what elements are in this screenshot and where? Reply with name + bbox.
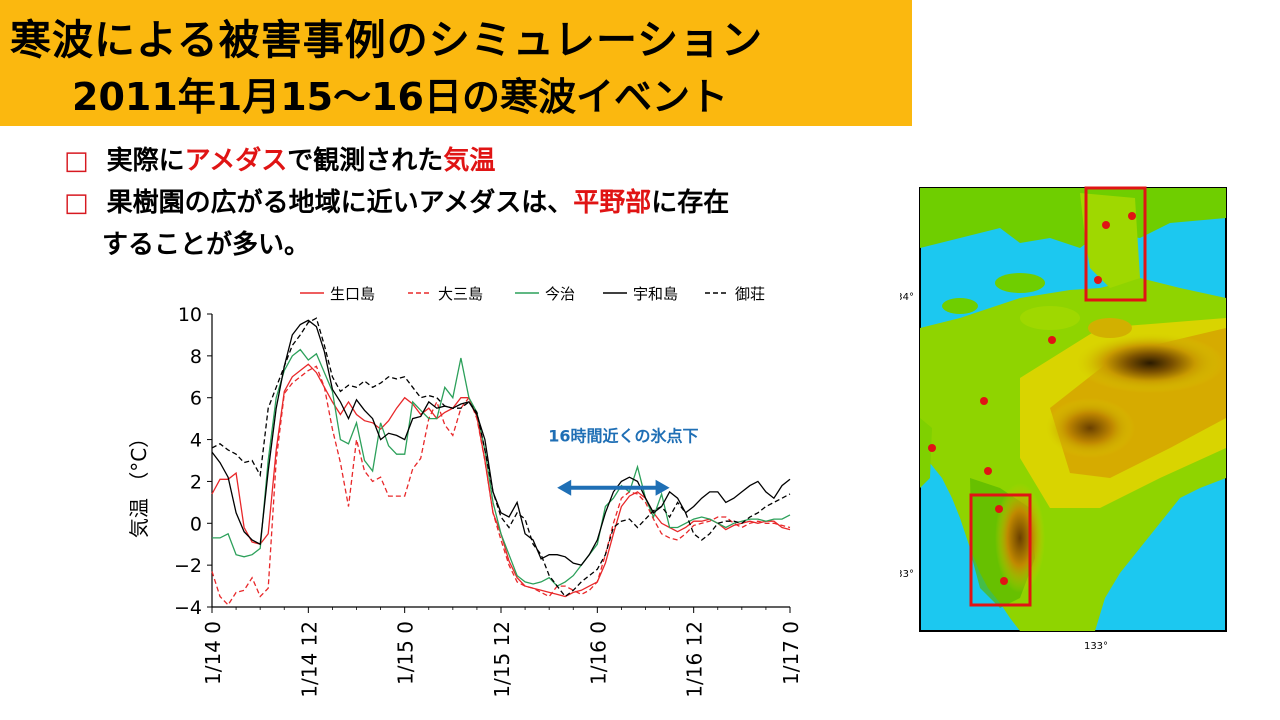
annotation-arrowhead-left	[557, 479, 572, 496]
lat-label-33: 33°	[900, 569, 914, 580]
y-tick-label: 4	[190, 430, 202, 452]
y-tick-label: 10	[178, 304, 202, 326]
temperature-chart: 生口島 大三島 今治 宇和島 御荘 −4 −2 0 2 4 6 8 10 1/14 0 1/14 12 1/…	[127, 285, 803, 698]
highlight-box-north	[1084, 186, 1147, 302]
x-tick-label: 1/17 0	[779, 621, 803, 685]
series-line-3	[212, 348, 791, 587]
highlight-box-south	[969, 493, 1032, 607]
chart-axes: −4 −2 0 2 4 6 8 10 1/14 0 1/14 12 1/15 0 1/15 12 1/1…	[174, 304, 803, 698]
legend-label: 宇和島	[633, 285, 678, 303]
land-shikoku	[920, 278, 1226, 631]
title-banner: 寒波による被害事例のシミュレーション 2011年1月15～16日の寒波イベント	[0, 0, 912, 126]
bullet-item-2: □ 果樹園の広がる地域に近いアメダスは、平野部に存在	[64, 182, 894, 224]
legend-label: 御荘	[735, 285, 765, 303]
series-line-2	[211, 365, 791, 606]
bullet-item-1: □ 実際にアメダスで観測された気温	[64, 140, 894, 182]
annotation-arrowhead-right	[655, 479, 670, 496]
lat-label-34: 34°	[900, 292, 914, 303]
y-tick-label: 2	[190, 471, 202, 493]
x-tick-label: 1/14 12	[297, 621, 321, 698]
bullet-list: □ 実際にアメダスで観測された気温 □ 果樹園の広がる地域に近いアメダスは、平野部に…	[64, 140, 894, 266]
bullet-text: で観測された	[287, 146, 444, 176]
chart-legend: 生口島 大三島 今治 宇和島 御荘	[300, 285, 765, 303]
annotation-text: 16時間近くの氷点下	[548, 427, 698, 446]
x-tick-label: 1/15 0	[394, 621, 418, 685]
y-tick-label: 8	[190, 346, 202, 368]
page-title: 寒波による被害事例のシミュレーション	[10, 16, 764, 64]
bullet-item-2-continuation: することが多い。	[102, 230, 311, 260]
land-kyushu	[920, 418, 932, 488]
y-tick-label: 0	[190, 513, 202, 535]
bullet-text-highlight: 気温	[443, 146, 496, 176]
page-subtitle: 2011年1月15～16日の寒波イベント	[72, 75, 728, 119]
y-tick-label: 6	[190, 388, 202, 410]
x-tick-label: 1/14 0	[201, 621, 225, 685]
series-line-4	[211, 319, 791, 566]
bullet-text: 実際に	[106, 146, 185, 176]
map-frame	[919, 186, 1227, 632]
observation-stations	[928, 212, 1136, 585]
legend-label: 生口島	[330, 285, 375, 303]
lon-label-133: 133°	[1084, 641, 1108, 652]
bullet-marker: □	[64, 146, 89, 176]
land-islands-north	[920, 188, 1226, 338]
series-line-1	[211, 363, 791, 598]
bullet-marker: □	[64, 188, 89, 218]
y-tick-label: −2	[174, 555, 202, 577]
x-tick-label: 1/16 12	[683, 621, 707, 698]
bullet-text-highlight: アメダス	[184, 146, 288, 176]
bullet-text: 果樹園の広がる地域に近いアメダスは、	[106, 188, 574, 218]
x-tick-label: 1/16 0	[586, 621, 610, 685]
legend-label: 今治	[545, 285, 575, 303]
x-tick-label: 1/15 12	[490, 621, 514, 698]
series-line-5	[211, 317, 791, 598]
bullet-text-highlight: 平野部	[573, 188, 652, 218]
bullet-text: に存在	[651, 188, 730, 218]
chart-annotation: 16時間近くの氷点下	[548, 427, 699, 496]
legend-label: 大三島	[438, 285, 483, 303]
y-axis-label: 気温 （°C）	[127, 428, 151, 538]
y-tick-label: −4	[174, 597, 202, 619]
terrain-map: 34° 33° 133°	[900, 186, 1227, 652]
chart-series	[211, 317, 791, 606]
